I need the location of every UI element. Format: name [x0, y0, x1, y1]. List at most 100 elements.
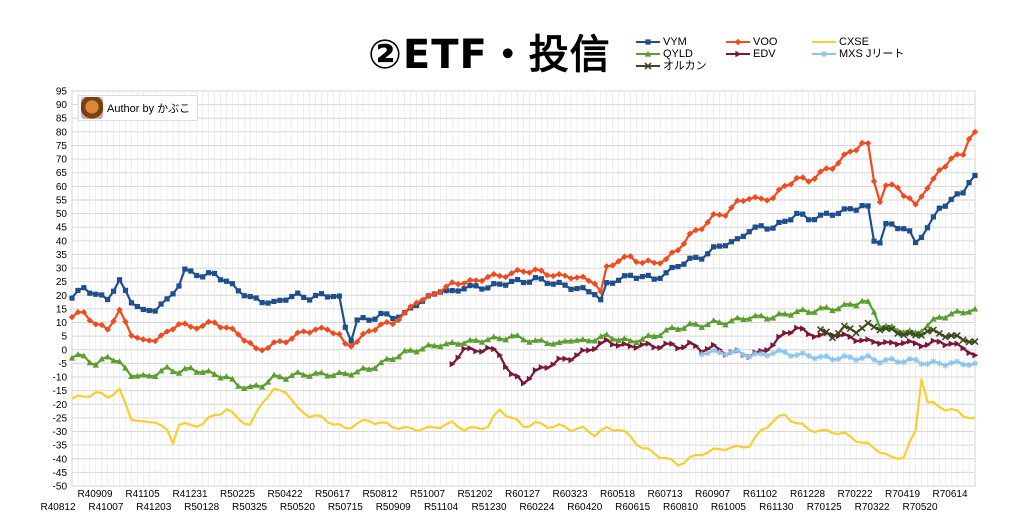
y-tick-label: 40	[56, 236, 68, 247]
data-point	[550, 281, 556, 287]
data-point	[675, 345, 682, 352]
data-point	[538, 364, 545, 371]
data-point	[965, 135, 973, 143]
data-point	[912, 239, 919, 246]
legend-item: MXS Jリート	[812, 48, 904, 60]
data-point	[960, 344, 967, 352]
data-point	[568, 356, 575, 364]
data-point	[841, 300, 848, 307]
data-point	[972, 172, 978, 179]
x-tick-label: R61005	[711, 502, 746, 513]
data-point	[503, 363, 509, 371]
data-point	[348, 343, 355, 350]
data-point	[146, 337, 153, 344]
data-point	[585, 277, 593, 285]
data-point	[793, 174, 800, 182]
data-point	[336, 369, 343, 375]
data-point	[924, 322, 931, 329]
data-point	[295, 290, 301, 296]
data-point	[959, 151, 967, 158]
data-point	[621, 335, 628, 342]
data-point	[217, 374, 224, 381]
data-point	[586, 347, 593, 354]
data-point	[371, 364, 379, 371]
data-point	[86, 317, 94, 324]
x-tick-label: R60518	[600, 489, 635, 500]
data-point	[479, 286, 485, 292]
data-point	[674, 325, 682, 332]
data-point	[146, 372, 153, 379]
data-point	[656, 332, 664, 339]
data-point	[151, 373, 159, 380]
data-point	[621, 273, 628, 279]
data-point	[728, 239, 735, 245]
data-point	[544, 280, 550, 287]
data-point	[615, 336, 622, 343]
data-point	[877, 340, 884, 347]
data-point	[258, 383, 266, 390]
data-point	[496, 335, 503, 342]
data-point	[294, 368, 301, 375]
data-point	[859, 203, 865, 209]
data-point	[461, 345, 468, 352]
x-tick-label: R61102	[743, 489, 778, 500]
data-point	[888, 325, 896, 333]
data-point	[811, 217, 818, 223]
data-point	[799, 350, 806, 357]
data-point	[710, 317, 717, 324]
data-point	[491, 281, 497, 287]
data-point	[823, 165, 830, 172]
data-point	[775, 186, 783, 193]
data-point	[835, 305, 842, 312]
data-point	[591, 280, 598, 287]
data-point	[775, 347, 782, 354]
data-point	[354, 317, 360, 323]
data-point	[425, 292, 432, 300]
data-point	[657, 275, 663, 281]
data-point	[116, 358, 123, 365]
data-point	[954, 191, 960, 197]
data-point	[870, 308, 878, 315]
x-tick-label: R41231	[172, 489, 207, 500]
x-tick-label: R60713	[647, 489, 682, 500]
data-point	[390, 315, 396, 322]
data-point	[930, 214, 937, 220]
data-point	[793, 352, 800, 359]
x-tick-label: R60420	[567, 502, 602, 513]
data-point	[454, 280, 462, 288]
data-point	[668, 249, 676, 256]
data-point	[360, 315, 366, 321]
y-tick-label: -5	[58, 359, 67, 370]
data-point	[716, 211, 723, 219]
data-point	[389, 356, 397, 362]
x-tick-label: R61130	[759, 502, 794, 513]
data-point	[324, 294, 331, 300]
data-point	[229, 375, 236, 382]
data-point	[834, 329, 842, 337]
data-point	[781, 310, 789, 317]
data-point	[883, 220, 889, 227]
y-tick-label: 90	[56, 100, 68, 111]
data-point	[348, 338, 354, 344]
data-point	[947, 332, 955, 340]
data-point	[941, 333, 949, 341]
data-point	[110, 357, 117, 364]
data-point	[437, 343, 444, 350]
y-tick-label: 60	[56, 182, 68, 193]
data-point	[211, 270, 218, 277]
data-point	[69, 295, 75, 301]
data-point	[241, 337, 248, 344]
y-tick-label: 55	[56, 195, 68, 206]
data-point	[520, 268, 527, 275]
x-tick-label: R51007	[410, 489, 445, 500]
data-point	[936, 338, 943, 345]
data-point	[92, 320, 99, 328]
data-point	[746, 195, 753, 203]
data-point	[395, 316, 402, 324]
data-point	[769, 195, 777, 202]
data-point	[318, 291, 325, 297]
y-axis-ticks: 95908580757065605550454035302520151050-5…	[53, 87, 68, 493]
data-point	[122, 364, 129, 371]
data-point	[211, 370, 218, 377]
